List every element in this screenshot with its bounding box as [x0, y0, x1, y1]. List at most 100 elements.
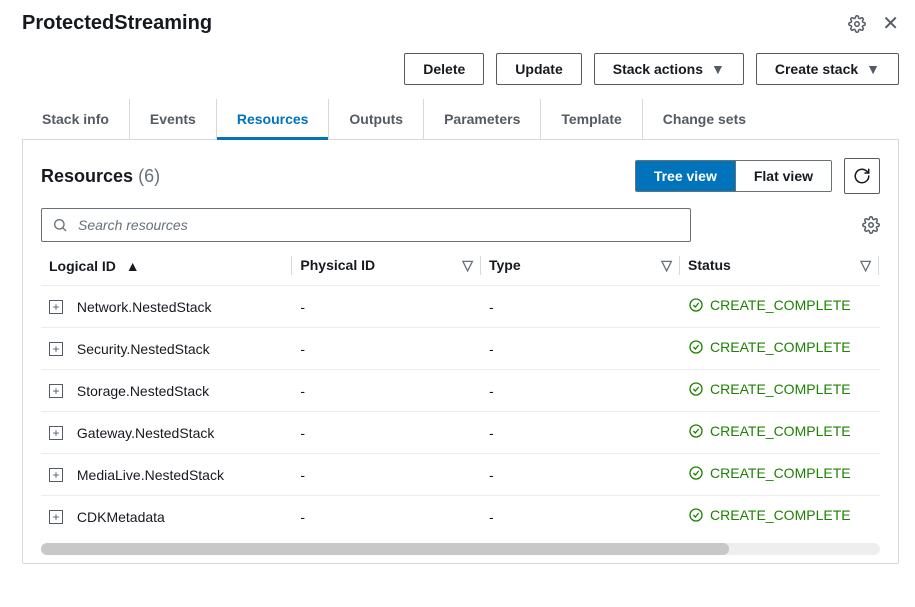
cell-module: - [879, 370, 880, 412]
status-badge: CREATE_COMPLETE [688, 465, 851, 481]
col-module[interactable]: Mo [879, 246, 880, 286]
cell-type: - [481, 454, 680, 496]
panel-title: Resources (6) [41, 166, 160, 186]
check-circle-icon [688, 339, 704, 355]
horizontal-scrollbar[interactable] [41, 543, 880, 555]
filter-icon[interactable]: ▽ [860, 257, 871, 274]
expand-icon[interactable]: + [49, 426, 63, 440]
tab-stack-info[interactable]: Stack info [22, 99, 130, 139]
cell-logical-id: Network.NestedStack [77, 299, 212, 315]
cell-type: - [481, 286, 680, 328]
status-badge: CREATE_COMPLETE [688, 339, 851, 355]
cell-type: - [481, 328, 680, 370]
page-title: ProtectedStreaming [22, 12, 212, 35]
col-status-label: Status [688, 257, 731, 273]
status-text: CREATE_COMPLETE [710, 507, 851, 523]
cell-module: - [879, 328, 880, 370]
cell-logical-id: Gateway.NestedStack [77, 425, 214, 441]
cell-logical-id: Security.NestedStack [77, 341, 210, 357]
filter-icon[interactable]: ▽ [661, 257, 672, 274]
caret-down-icon: ▼ [711, 62, 725, 76]
check-circle-icon [688, 297, 704, 313]
expand-icon[interactable]: + [49, 342, 63, 356]
col-logical-id-label: Logical ID [49, 258, 116, 274]
sort-asc-icon: ▲ [126, 258, 140, 274]
check-circle-icon [688, 381, 704, 397]
tab-events[interactable]: Events [130, 99, 217, 139]
col-status[interactable]: Status ▽ [680, 246, 879, 286]
cell-module: - [879, 286, 880, 328]
cell-physical-id: - [292, 370, 481, 412]
check-circle-icon [688, 507, 704, 523]
view-toggle: Tree view Flat view [635, 160, 832, 192]
cell-physical-id: - [292, 454, 481, 496]
status-badge: CREATE_COMPLETE [688, 423, 851, 439]
tab-change-sets[interactable]: Change sets [643, 99, 766, 139]
tree-view-button[interactable]: Tree view [636, 161, 735, 191]
status-badge: CREATE_COMPLETE [688, 297, 851, 313]
cell-physical-id: - [292, 412, 481, 454]
expand-icon[interactable]: + [49, 510, 63, 524]
cell-type: - [481, 496, 680, 537]
filter-icon[interactable]: ▽ [462, 257, 473, 274]
table-row: + MediaLive.NestedStack - - CREATE_COMPL… [41, 454, 880, 496]
col-type-label: Type [489, 257, 521, 273]
panel-title-text: Resources [41, 166, 133, 186]
table-row: + Gateway.NestedStack - - CREATE_COMPLET… [41, 412, 880, 454]
table-row: + Security.NestedStack - - CREATE_COMPLE… [41, 328, 880, 370]
cell-physical-id: - [292, 328, 481, 370]
close-icon[interactable]: ✕ [882, 14, 899, 34]
tabs: Stack infoEventsResourcesOutputsParamete… [22, 99, 899, 140]
check-circle-icon [688, 465, 704, 481]
caret-down-icon: ▼ [866, 62, 880, 76]
status-badge: CREATE_COMPLETE [688, 507, 851, 523]
create-stack-label: Create stack [775, 62, 858, 76]
tab-outputs[interactable]: Outputs [329, 99, 424, 139]
cell-type: - [481, 412, 680, 454]
stack-actions-label: Stack actions [613, 62, 703, 76]
panel-count: (6) [138, 166, 160, 186]
create-stack-button[interactable]: Create stack ▼ [756, 53, 899, 85]
cell-module: - [879, 454, 880, 496]
col-physical-id[interactable]: Physical ID ▽ [292, 246, 481, 286]
table-row: + CDKMetadata - - CREATE_COMPLETE - [41, 496, 880, 537]
status-badge: CREATE_COMPLETE [688, 381, 851, 397]
col-type[interactable]: Type ▽ [481, 246, 680, 286]
tab-resources[interactable]: Resources [217, 99, 330, 139]
table-row: + Storage.NestedStack - - CREATE_COMPLET… [41, 370, 880, 412]
update-button[interactable]: Update [496, 53, 581, 85]
search-icon [52, 217, 68, 233]
expand-icon[interactable]: + [49, 384, 63, 398]
status-text: CREATE_COMPLETE [710, 339, 851, 355]
check-circle-icon [688, 423, 704, 439]
status-text: CREATE_COMPLETE [710, 465, 851, 481]
cell-logical-id: Storage.NestedStack [77, 383, 209, 399]
cell-logical-id: CDKMetadata [77, 509, 165, 525]
resources-table: Logical ID ▲ Physical ID ▽ Type ▽ [41, 246, 880, 537]
resources-panel: Resources (6) Tree view Flat view [22, 140, 899, 564]
search-input[interactable] [76, 216, 680, 234]
expand-icon[interactable]: + [49, 468, 63, 482]
stack-actions-button[interactable]: Stack actions ▼ [594, 53, 744, 85]
flat-view-button[interactable]: Flat view [735, 161, 831, 191]
cell-module: - [879, 496, 880, 537]
delete-button[interactable]: Delete [404, 53, 484, 85]
search-box[interactable] [41, 208, 691, 242]
tab-template[interactable]: Template [541, 99, 642, 139]
status-text: CREATE_COMPLETE [710, 381, 851, 397]
col-logical-id[interactable]: Logical ID ▲ [41, 246, 292, 286]
expand-icon[interactable]: + [49, 300, 63, 314]
refresh-button[interactable] [844, 158, 880, 194]
col-physical-id-label: Physical ID [300, 257, 375, 273]
cell-logical-id: MediaLive.NestedStack [77, 467, 224, 483]
cell-module: - [879, 412, 880, 454]
status-text: CREATE_COMPLETE [710, 297, 851, 313]
table-row: + Network.NestedStack - - CREATE_COMPLET… [41, 286, 880, 328]
cell-physical-id: - [292, 286, 481, 328]
table-settings-gear-icon[interactable] [862, 216, 880, 234]
status-text: CREATE_COMPLETE [710, 423, 851, 439]
settings-gear-icon[interactable] [848, 15, 866, 33]
tab-parameters[interactable]: Parameters [424, 99, 541, 139]
cell-physical-id: - [292, 496, 481, 537]
cell-type: - [481, 370, 680, 412]
